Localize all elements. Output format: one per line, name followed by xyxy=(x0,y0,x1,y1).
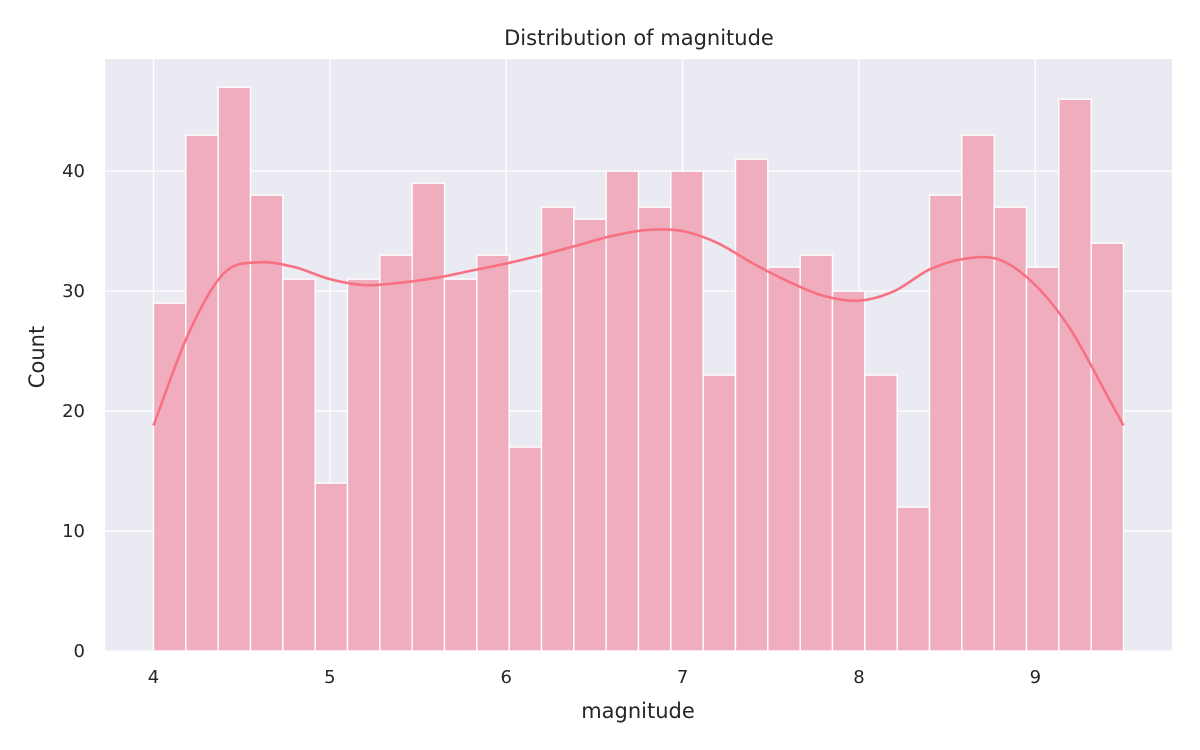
x-tick-label: 5 xyxy=(324,667,335,688)
histogram-bar xyxy=(540,206,575,652)
histogram-bar xyxy=(896,506,931,652)
histogram-bar xyxy=(605,170,640,652)
histogram-bar xyxy=(864,374,898,652)
x-tick-label: 4 xyxy=(148,667,159,688)
histogram-bar xyxy=(508,446,543,652)
histogram-bar xyxy=(346,278,381,652)
kde-line xyxy=(152,228,1125,427)
histogram-bar xyxy=(799,254,834,652)
histogram-bar xyxy=(928,194,963,652)
x-tick-label: 9 xyxy=(1030,667,1041,688)
chart-title: Distribution of magnitude xyxy=(504,26,774,50)
y-tick-label: 20 xyxy=(62,401,85,422)
y-tick-label: 40 xyxy=(62,161,85,182)
histogram-bar xyxy=(379,254,413,652)
x-tick-label: 7 xyxy=(677,667,688,688)
histogram-bar xyxy=(573,218,607,652)
histogram-bar xyxy=(217,86,252,652)
histogram-bar xyxy=(670,170,704,652)
x-axis-label: magnitude xyxy=(581,699,695,723)
x-axis-ticks: 4 5 6 7 8 9 xyxy=(148,667,1041,688)
histogram-bar xyxy=(443,278,478,652)
histogram-bar xyxy=(1090,242,1125,652)
histogram-bar xyxy=(476,254,510,652)
histogram-bar xyxy=(831,290,866,652)
histogram-bar xyxy=(961,134,995,652)
y-tick-label: 10 xyxy=(62,521,85,542)
x-tick-label: 6 xyxy=(501,667,512,688)
y-axis-label: Count xyxy=(25,326,49,388)
histogram-bars xyxy=(152,86,1125,652)
y-axis-ticks: 0 10 20 30 40 xyxy=(62,161,85,662)
histogram-bar xyxy=(702,374,737,652)
y-tick-label: 0 xyxy=(74,641,85,662)
histogram-bar xyxy=(767,266,801,652)
histogram-bar xyxy=(993,206,1028,652)
histogram-bar xyxy=(282,278,316,652)
y-tick-label: 30 xyxy=(62,281,85,302)
histogram-bar xyxy=(314,482,349,652)
x-tick-label: 8 xyxy=(853,667,864,688)
histogram-bar xyxy=(185,134,219,652)
histogram-bar xyxy=(637,206,672,652)
histogram-bar xyxy=(411,182,446,652)
histogram-bar xyxy=(152,302,187,652)
histogram-bar xyxy=(734,158,769,652)
histogram-bar xyxy=(1058,98,1092,652)
histogram-bar xyxy=(1025,266,1060,652)
